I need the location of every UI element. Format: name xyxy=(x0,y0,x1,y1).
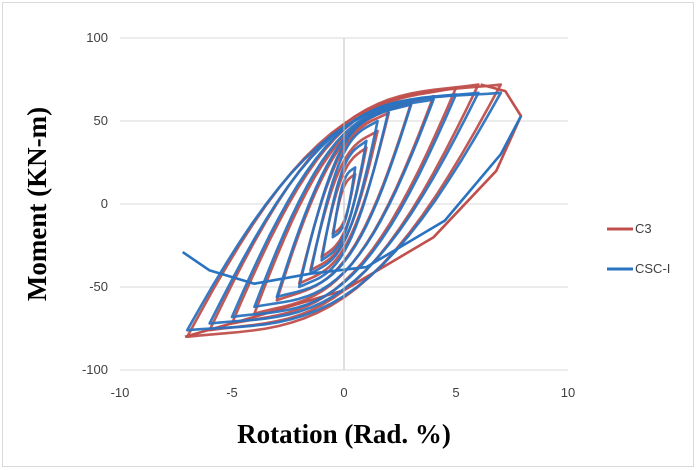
x-tick-label: -10 xyxy=(111,385,130,400)
loop-csc-i-8 xyxy=(208,91,480,325)
loop-csc-i-1 xyxy=(331,166,357,239)
y-tick-label: 100 xyxy=(86,30,108,45)
x-tick-label: 10 xyxy=(561,385,575,400)
x-axis-label: Rotation (Rad. %) xyxy=(237,419,451,449)
y-axis-label: Moment (KN-m) xyxy=(22,107,52,301)
y-tick-label: -50 xyxy=(89,279,108,294)
x-tick-label: 5 xyxy=(452,385,459,400)
x-tick-label: 0 xyxy=(340,385,347,400)
tail-csc-i xyxy=(181,115,523,285)
series-csc-i xyxy=(181,91,523,332)
loop-csc-i-6 xyxy=(253,98,435,309)
loop-c3-3 xyxy=(309,129,379,272)
legend: C3 CSC-I xyxy=(607,221,670,276)
y-tick-label: -100 xyxy=(82,362,108,377)
series-layer xyxy=(181,83,523,339)
legend-label-c3: C3 xyxy=(635,221,652,236)
y-tick-label: 50 xyxy=(94,113,108,128)
x-tick-label: -5 xyxy=(226,385,238,400)
loop-csc-i-2 xyxy=(320,139,368,262)
loop-csc-i-3 xyxy=(309,119,379,275)
loop-csc-i-9 xyxy=(185,91,503,332)
legend-label-csc-i: CSC-I xyxy=(635,261,670,276)
y-tick-label: 0 xyxy=(101,196,108,211)
